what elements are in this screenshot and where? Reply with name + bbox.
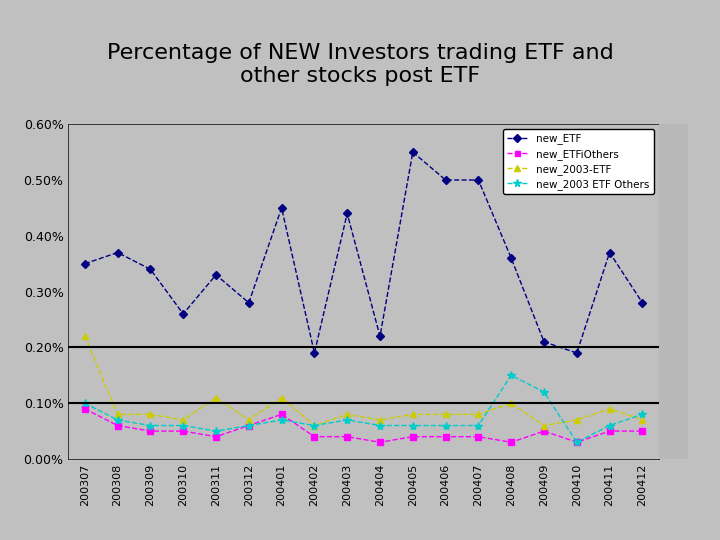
new_ETFiOthers <box>179 428 187 434</box>
new_2003 ETF Others <box>606 422 614 429</box>
new_ETF <box>212 272 220 278</box>
new_2003 ETF Others <box>81 400 89 407</box>
new_2003-ETF <box>212 394 220 401</box>
new_ETF <box>540 339 549 345</box>
new_ETFiOthers <box>408 434 417 440</box>
new_ETF <box>474 177 482 183</box>
new_2003-ETF <box>507 400 516 407</box>
new_ETFiOthers <box>212 434 220 440</box>
new_2003 ETF Others <box>540 389 549 395</box>
new_ETFiOthers <box>606 428 614 434</box>
new_ETF <box>572 350 581 356</box>
new_2003-ETF <box>606 406 614 412</box>
new_2003-ETF <box>81 333 89 340</box>
new_2003 ETF Others <box>572 439 581 446</box>
new_ETF <box>277 205 286 211</box>
new_ETF <box>179 310 187 317</box>
Line: new_2003-ETF: new_2003-ETF <box>81 333 646 429</box>
Line: new_2003 ETF Others: new_2003 ETF Others <box>81 371 647 447</box>
new_2003 ETF Others <box>113 417 122 423</box>
new_ETF <box>245 300 253 306</box>
new_2003-ETF <box>113 411 122 417</box>
new_2003 ETF Others <box>146 422 155 429</box>
new_2003-ETF <box>179 417 187 423</box>
new_ETF <box>638 300 647 306</box>
new_2003-ETF <box>441 411 450 417</box>
new_2003 ETF Others <box>441 422 450 429</box>
new_ETF <box>310 350 319 356</box>
new_2003-ETF <box>146 411 155 417</box>
new_2003 ETF Others <box>310 422 319 429</box>
new_2003 ETF Others <box>212 428 220 434</box>
Legend: new_ETF, new_ETFiOthers, new_2003-ETF, new_2003 ETF Others: new_ETF, new_ETFiOthers, new_2003-ETF, n… <box>503 130 654 194</box>
new_ETFiOthers <box>376 439 384 446</box>
new_2003-ETF <box>638 417 647 423</box>
new_ETF <box>81 260 89 267</box>
new_ETFiOthers <box>245 422 253 429</box>
new_2003 ETF Others <box>245 422 253 429</box>
new_2003-ETF <box>540 422 549 429</box>
new_2003 ETF Others <box>277 417 286 423</box>
new_ETFiOthers <box>638 428 647 434</box>
new_2003-ETF <box>408 411 417 417</box>
new_ETFiOthers <box>572 439 581 446</box>
new_2003-ETF <box>310 422 319 429</box>
new_ETF <box>113 249 122 256</box>
new_ETFiOthers <box>507 439 516 446</box>
new_ETFiOthers <box>343 434 351 440</box>
new_ETF <box>606 249 614 256</box>
new_ETF <box>408 149 417 156</box>
new_ETF <box>376 333 384 340</box>
Text: Percentage of NEW Investors trading ETF and
other stocks post ETF: Percentage of NEW Investors trading ETF … <box>107 43 613 86</box>
new_2003-ETF <box>376 417 384 423</box>
new_ETF <box>146 266 155 273</box>
new_2003-ETF <box>572 417 581 423</box>
new_2003 ETF Others <box>343 417 351 423</box>
new_2003 ETF Others <box>507 372 516 379</box>
Line: new_ETF: new_ETF <box>82 150 645 356</box>
new_2003 ETF Others <box>408 422 417 429</box>
new_ETFiOthers <box>474 434 482 440</box>
new_ETF <box>507 255 516 261</box>
new_2003 ETF Others <box>179 422 187 429</box>
new_2003 ETF Others <box>376 422 384 429</box>
new_ETFiOthers <box>540 428 549 434</box>
new_ETFiOthers <box>81 406 89 412</box>
new_ETF <box>441 177 450 183</box>
new_2003-ETF <box>343 411 351 417</box>
new_2003-ETF <box>277 394 286 401</box>
new_2003 ETF Others <box>474 422 482 429</box>
new_ETFiOthers <box>441 434 450 440</box>
new_ETFiOthers <box>310 434 319 440</box>
new_2003 ETF Others <box>638 411 647 417</box>
new_2003-ETF <box>245 417 253 423</box>
new_ETF <box>343 210 351 217</box>
new_ETFiOthers <box>277 411 286 417</box>
new_2003-ETF <box>474 411 482 417</box>
new_ETFiOthers <box>146 428 155 434</box>
Line: new_ETFiOthers: new_ETFiOthers <box>82 406 645 445</box>
new_ETFiOthers <box>113 422 122 429</box>
